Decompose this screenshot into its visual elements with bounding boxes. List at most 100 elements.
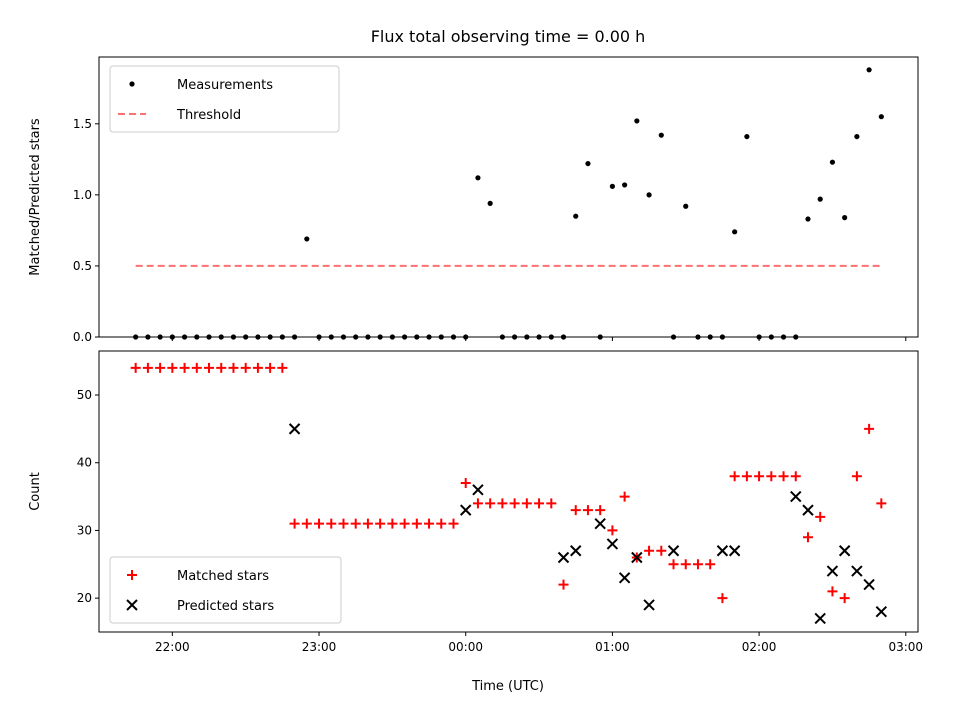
matched-stars-point <box>521 498 532 509</box>
measurement-point <box>426 334 432 340</box>
measurement-point <box>878 114 884 120</box>
predicted-stars-point <box>570 545 582 557</box>
x-tick-label: 03:00 <box>888 640 923 654</box>
matched-stars-point <box>240 362 251 373</box>
predicted-stars-point <box>643 599 655 611</box>
matched-stars-point <box>338 518 349 529</box>
measurement-point <box>622 182 628 188</box>
panel-ratio: 0.0 0.5 1.0 1.5 Matched/Predicted stars Measu… <box>28 56 919 344</box>
matched-stars-point <box>790 471 801 482</box>
measurement-point <box>719 334 726 340</box>
legend-box <box>109 65 340 133</box>
measurement-point <box>499 334 505 340</box>
matched-stars-point <box>216 362 227 373</box>
matched-stars-point <box>692 559 703 570</box>
measurement-point <box>683 203 689 209</box>
measurement-point <box>658 132 664 138</box>
measurement-point <box>634 118 640 124</box>
x-tick-label: 22:00 <box>155 640 190 654</box>
measurement-point <box>169 334 175 340</box>
y-tick-label: 1.0 <box>73 188 92 202</box>
matched-stars-point <box>656 545 667 556</box>
matched-stars-point <box>155 362 166 373</box>
matched-stars-point <box>619 491 630 502</box>
matched-stars-point <box>191 362 202 373</box>
measurement-point <box>414 334 420 340</box>
measurement-point <box>793 334 799 340</box>
matched-stars-point <box>142 362 153 373</box>
matched-stars-point <box>411 518 422 529</box>
measurement-point <box>573 213 579 219</box>
measurement-point <box>487 200 493 206</box>
measurement-point <box>524 334 530 340</box>
matched-stars-point <box>424 518 435 529</box>
matched-stars-point <box>301 518 312 529</box>
matched-stars-point <box>815 511 826 522</box>
matched-stars-point <box>595 505 606 516</box>
predicted-stars-point <box>557 551 570 564</box>
x-tick-label: 01:00 <box>595 640 630 654</box>
predicted-stars-point <box>288 423 301 435</box>
measurement-point <box>536 334 542 340</box>
measurement-point <box>279 334 285 340</box>
x-tick-label: 23:00 <box>302 640 337 654</box>
matched-stars-point <box>252 362 263 373</box>
matched-stars-point <box>582 505 593 516</box>
matched-stars-point <box>436 518 447 529</box>
matched-stars-point <box>570 505 581 516</box>
measurement-point <box>768 334 774 340</box>
matched-stars-point <box>179 362 190 373</box>
predicted-stars-point <box>618 572 631 584</box>
measurement-point <box>866 67 872 73</box>
measurement-point <box>817 196 823 202</box>
matched-stars-point <box>668 559 679 570</box>
matched-stars-point <box>130 362 141 373</box>
measurement-point <box>756 334 762 340</box>
predicted-stars-point <box>826 565 839 577</box>
matched-stars-point <box>754 471 765 482</box>
matched-stars-point <box>289 518 300 529</box>
measurement-point <box>243 334 249 340</box>
y-tick-label: 30 <box>77 523 92 537</box>
measurement-point <box>597 334 603 340</box>
measurement-point <box>365 334 371 340</box>
measurement-point <box>438 334 444 340</box>
plot-frame <box>98 350 919 633</box>
measurement-point <box>389 334 395 340</box>
matched-stars-point <box>802 532 813 543</box>
measurement-point <box>512 334 518 340</box>
predicted-stars-point <box>851 565 863 577</box>
x-tick-label: 02:00 <box>742 640 777 654</box>
measurement-point <box>328 334 334 340</box>
predicted-stars-point <box>802 504 814 516</box>
matched-stars-point <box>839 593 850 604</box>
measurement-point <box>353 334 359 340</box>
legend-label: Measurements <box>177 78 273 93</box>
legend-matched-swatch <box>127 570 137 580</box>
matched-stars-point <box>167 362 178 373</box>
matched-stars-point <box>558 579 569 590</box>
matched-stars-point <box>448 518 459 529</box>
measurement-point <box>450 334 457 340</box>
measurement-point <box>842 215 848 221</box>
panel-count: 22:00 23:00 00:00 01:00 02:00 03:00 20 30 40 50 Co… <box>28 350 923 654</box>
legend: Matched stars Predicted stars <box>109 556 342 624</box>
predicted-stars-point <box>814 612 826 625</box>
measurement-point <box>707 334 713 340</box>
predicted-stars-point <box>875 605 888 618</box>
predicted-stars-point <box>631 551 643 564</box>
matched-stars-point <box>277 362 288 373</box>
matched-stars-point <box>705 559 716 570</box>
matched-stars-point <box>729 471 740 482</box>
legend-predicted-swatch <box>126 599 138 611</box>
measurement-point <box>291 334 298 340</box>
matched-stars-point <box>717 593 728 604</box>
measurement-point <box>854 133 860 140</box>
predicted-stars-point <box>472 484 484 496</box>
matched-stars-point <box>399 518 410 529</box>
measurement-point <box>732 229 738 235</box>
y-axis-label: Count <box>28 472 43 511</box>
matched-stars-point <box>741 471 752 482</box>
matched-stars-point <box>314 518 325 529</box>
